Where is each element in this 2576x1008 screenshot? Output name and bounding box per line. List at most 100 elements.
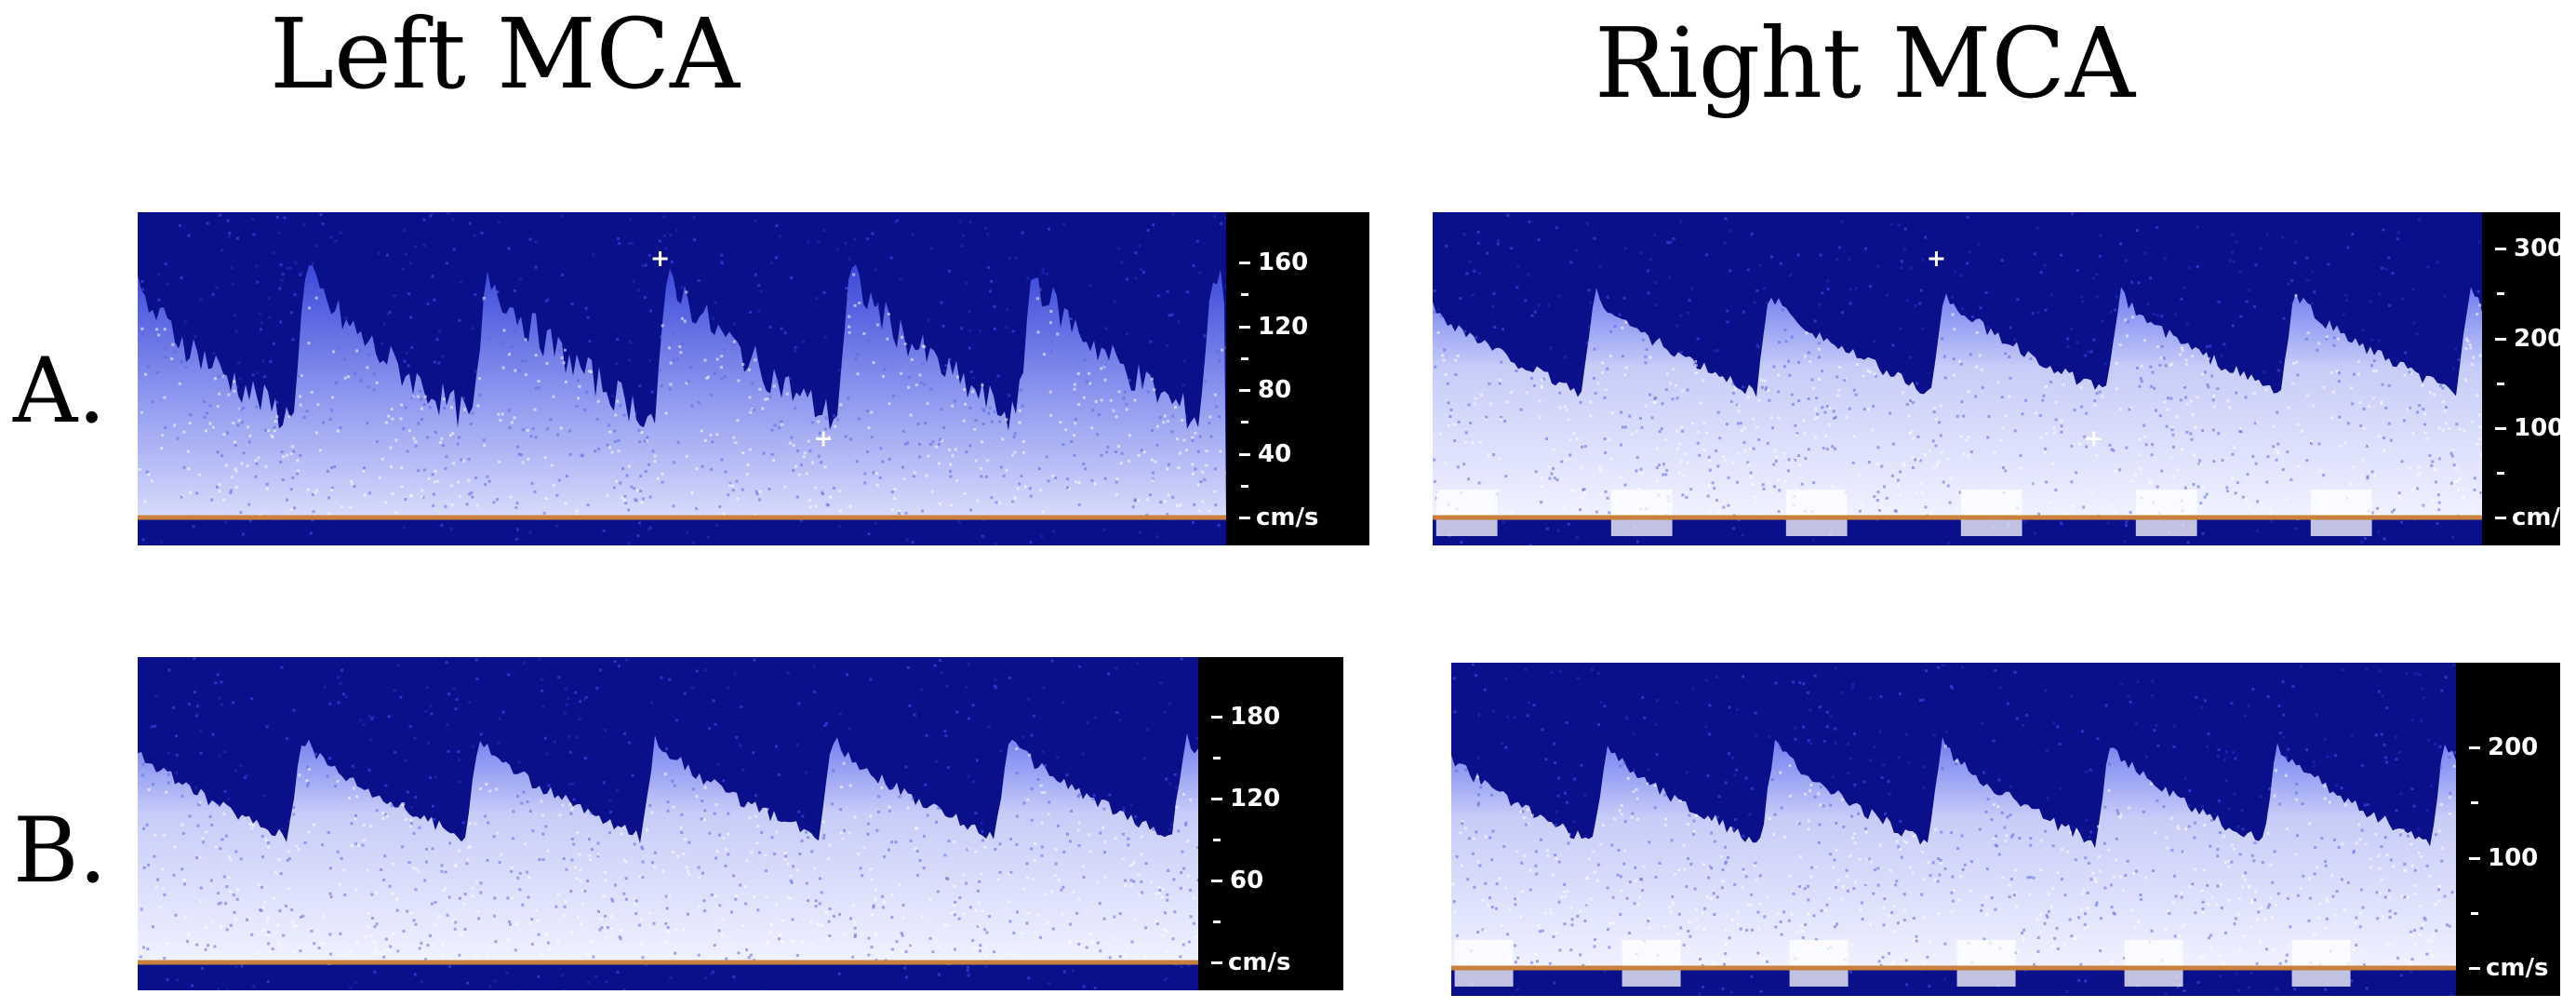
noise-speckle: [1728, 706, 1731, 709]
spectrum-speckle: [1628, 414, 1632, 418]
noise-speckle: [429, 214, 433, 218]
spectrum-speckle: [981, 839, 984, 842]
spectrum-speckle: [1813, 436, 1817, 439]
spectrum-speckle: [433, 480, 436, 484]
spectrum-speckle: [2370, 470, 2374, 474]
spectrum-speckle: [821, 820, 825, 824]
spectrum-speckle: [328, 418, 332, 422]
spectrum-speckle: [667, 894, 671, 898]
spectrum-speckle: [440, 869, 444, 873]
noise-speckle: [1102, 528, 1106, 531]
spectrum-speckle: [269, 950, 273, 953]
spectrum-speckle: [289, 508, 293, 512]
noise-speckle: [778, 235, 781, 238]
spectrum-speckle: [533, 491, 537, 493]
noise-speckle: [1549, 346, 1553, 350]
spectrum-speckle: [690, 404, 694, 408]
spectrum-speckle: [182, 879, 186, 881]
spectrum-speckle: [2291, 382, 2295, 385]
spectrum-speckle: [1022, 801, 1026, 805]
noise-speckle: [1224, 285, 1226, 289]
spectrum-speckle: [373, 951, 377, 955]
spectrum-speckle: [881, 894, 885, 898]
noise-speckle: [583, 697, 586, 701]
scale-tick: [1211, 798, 1222, 800]
spectrum-speckle: [267, 845, 271, 849]
spectrum-speckle: [1787, 458, 1791, 462]
spectrum-speckle: [2231, 476, 2235, 479]
spectrum-speckle: [853, 926, 857, 930]
spectrum-speckle: [1150, 880, 1154, 884]
noise-speckle: [1138, 244, 1141, 248]
noise-speckle: [960, 244, 964, 248]
spectrum-speckle: [710, 894, 714, 896]
spectrum-speckle: [2413, 486, 2416, 490]
spectrum-speckle: [701, 871, 704, 875]
noise-speckle: [616, 971, 620, 974]
noise-speckle: [1906, 299, 1910, 302]
spectrum-speckle: [2276, 450, 2280, 454]
noise-speckle: [968, 346, 971, 350]
noise-speckle: [605, 980, 608, 984]
spectrum-speckle: [821, 837, 825, 840]
spectrum-speckle: [2139, 377, 2142, 381]
spectrum-speckle: [196, 824, 200, 827]
spectrum-speckle: [234, 850, 238, 853]
spectrum-speckle: [1191, 463, 1195, 466]
spectrum-speckle: [2124, 318, 2128, 322]
noise-speckle: [1504, 678, 1508, 680]
spectrum-speckle: [355, 795, 359, 799]
spectrum-speckle: [1716, 510, 1720, 514]
spectrum-speckle: [666, 800, 670, 804]
noise-speckle: [876, 302, 880, 306]
spectrum-speckle: [2164, 364, 2168, 368]
noise-speckle: [514, 537, 518, 541]
noise-speckle: [836, 248, 839, 251]
noise-speckle: [823, 335, 827, 339]
noise-speckle: [2058, 742, 2062, 746]
spectrum-speckle: [890, 948, 894, 951]
spectrum-speckle: [2269, 509, 2273, 513]
spectrum-speckle: [1436, 331, 1440, 334]
spectrum-speckle: [848, 325, 851, 329]
spectrum-speckle: [528, 810, 532, 813]
spectrum-speckle: [1809, 359, 1812, 363]
spectrum-speckle: [1177, 466, 1181, 469]
noise-speckle: [1165, 777, 1168, 781]
spectrum-speckle: [856, 353, 860, 356]
spectrum-speckle: [1181, 850, 1184, 853]
spectrum-speckle: [2139, 438, 2142, 441]
spectrum-speckle: [1757, 398, 1761, 402]
noise-speckle: [2249, 972, 2253, 974]
spectrum-speckle: [347, 375, 351, 379]
spectrum-speckle: [841, 837, 845, 840]
spectrum-speckle: [1166, 467, 1169, 471]
noise-speckle: [1104, 327, 1108, 330]
noise-speckle: [2066, 337, 2070, 341]
noise-speckle: [1156, 294, 1160, 298]
spectrum-speckle: [1735, 480, 1739, 484]
spectrum-speckle: [449, 406, 453, 410]
spectrum-speckle: [568, 802, 572, 806]
spectrum-speckle: [552, 395, 555, 398]
velocity-unit-label: cm/s: [2512, 504, 2560, 531]
spectrum-speckle: [1018, 482, 1021, 486]
spectrum-speckle: [772, 384, 776, 388]
spectrum-speckle: [1166, 893, 1169, 896]
spectrum-speckle: [781, 423, 784, 426]
spectrum-speckle: [1219, 450, 1222, 453]
spectrum-speckle: [1699, 401, 1702, 405]
spectrum-speckle: [184, 366, 188, 370]
spectrum-speckle: [1070, 809, 1074, 813]
spectrum-speckle: [925, 474, 928, 477]
spectrum-speckle: [762, 451, 766, 455]
noise-speckle: [1588, 325, 1591, 329]
noise-speckle: [871, 232, 874, 235]
spectrum-speckle: [690, 491, 694, 495]
spectrum-speckle: [1439, 432, 1442, 436]
noise-speckle: [1648, 258, 1652, 262]
spectrum-speckle: [1640, 425, 1644, 429]
noise-speckle: [1078, 665, 1082, 668]
spectrum-speckle: [1433, 458, 1436, 462]
noise-speckle: [2095, 273, 2099, 276]
